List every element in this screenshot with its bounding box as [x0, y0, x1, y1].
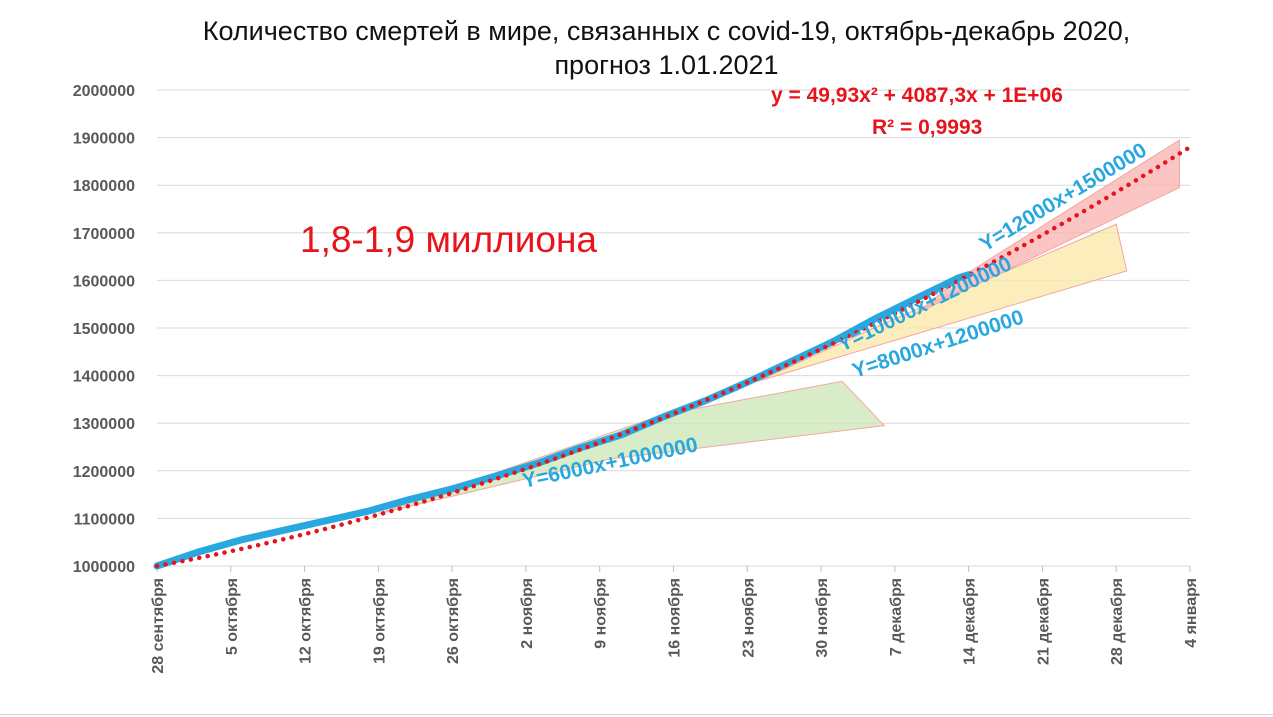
x-tick-label: 12 октября	[298, 578, 315, 664]
trend-equation: y = 49,93x² + 4087,3x + 1E+06	[771, 84, 1063, 107]
x-tick-label: 19 октября	[371, 578, 388, 664]
y-tick-label: 1200000	[73, 464, 135, 481]
x-tick-label: 23 ноября	[740, 578, 757, 658]
x-tick-label: 26 октября	[445, 578, 462, 664]
x-tick-label: 21 декабря	[1035, 578, 1052, 665]
x-tick-label: 28 декабря	[1109, 578, 1126, 665]
y-tick-label: 1100000	[74, 511, 136, 528]
x-tick-label: 30 ноября	[814, 578, 831, 658]
scenario-wedge-2	[757, 223, 1128, 382]
scenario-wedge-1	[378, 380, 886, 515]
x-tick-label: 7 декабря	[888, 578, 905, 656]
x-tick-label: 28 сентября	[150, 578, 167, 674]
y-tick-label: 1400000	[73, 369, 135, 386]
y-tick-label: 1800000	[73, 178, 135, 195]
trend-r-squared: R² = 0,9993	[872, 116, 983, 139]
y-tick-label: 2000000	[73, 83, 135, 100]
x-tick-label: 16 ноября	[667, 578, 684, 658]
x-tick-label: 9 ноября	[593, 578, 610, 649]
y-tick-label: 1300000	[73, 416, 135, 433]
chart-title-line-1: Количество смертей в мире, связанных с c…	[202, 16, 1131, 46]
x-tick-label: 4 января	[1183, 578, 1200, 648]
chart-title-line-2: прогноз 1.01.2021	[554, 50, 779, 80]
y-tick-label: 1600000	[73, 273, 135, 290]
scenario-wedge-3	[915, 139, 1180, 315]
y-tick-label: 1900000	[73, 131, 135, 148]
x-tick-label: 2 ноября	[519, 578, 536, 649]
y-tick-label: 1500000	[73, 321, 135, 338]
forecast-annotation: 1,8-1,9 миллиона	[300, 219, 598, 260]
bottom-divider	[0, 714, 1273, 715]
x-tick-label: 5 октября	[224, 578, 241, 655]
y-tick-label: 1000000	[73, 559, 135, 576]
trend-line	[154, 144, 1193, 569]
x-tick-label: 14 декабря	[962, 578, 979, 665]
y-tick-label: 1700000	[73, 226, 135, 243]
